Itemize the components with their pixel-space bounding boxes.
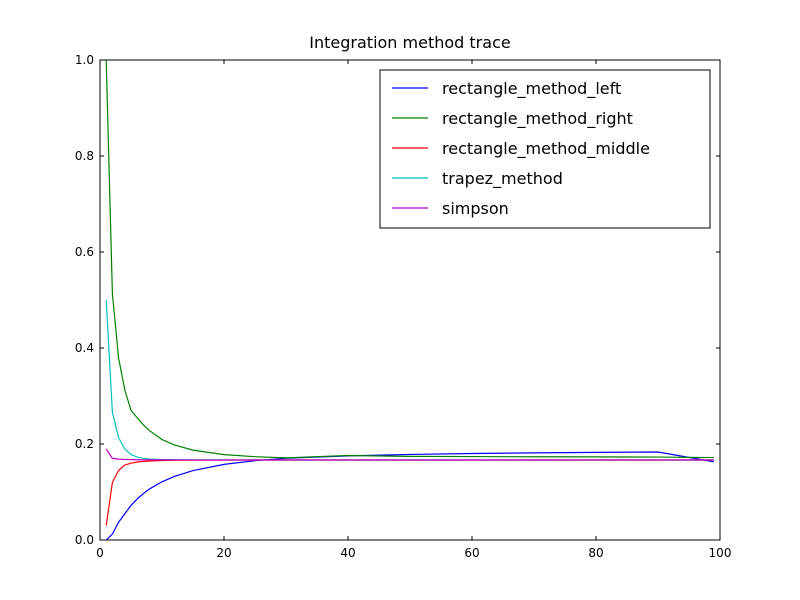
legend-label: rectangle_method_right [442, 109, 633, 129]
legend-label: rectangle_method_middle [442, 139, 650, 159]
y-tick-label: 0.2 [75, 437, 94, 451]
y-tick-label: 0.0 [75, 533, 94, 547]
plot-frame [99, 59, 721, 541]
axes [99, 59, 721, 541]
x-tick-label: 0 [96, 546, 104, 560]
chart-title: Integration method trace [309, 33, 510, 52]
x-tick-label: 100 [709, 546, 732, 560]
legend-label: simpson [442, 199, 509, 218]
legend-label: rectangle_method_left [442, 79, 621, 99]
x-tick-label: 20 [216, 546, 231, 560]
ticks: 0 20 40 60 80 100 0.0 0.2 0.4 0.6 0.8 1.0 [75, 53, 732, 560]
plot-lines [105, 60, 714, 540]
x-tick-label: 80 [588, 546, 603, 560]
x-tick-label: 40 [340, 546, 355, 560]
y-tick-label: 0.6 [75, 245, 94, 259]
y-tick-label: 0.4 [75, 341, 94, 355]
y-tick-label: 0.8 [75, 149, 94, 163]
legend: rectangle_method_left rectangle_method_ri… [379, 69, 711, 229]
legend-box [379, 69, 711, 229]
y-tick-label: 1.0 [75, 53, 94, 67]
series-line-rectangle-method-left [105, 451, 714, 540]
series-line-rectangle-method-right [105, 60, 714, 459]
series-line-simpson [105, 448, 714, 461]
x-tick-label: 60 [464, 546, 479, 560]
legend-label: trapez_method [442, 169, 563, 189]
